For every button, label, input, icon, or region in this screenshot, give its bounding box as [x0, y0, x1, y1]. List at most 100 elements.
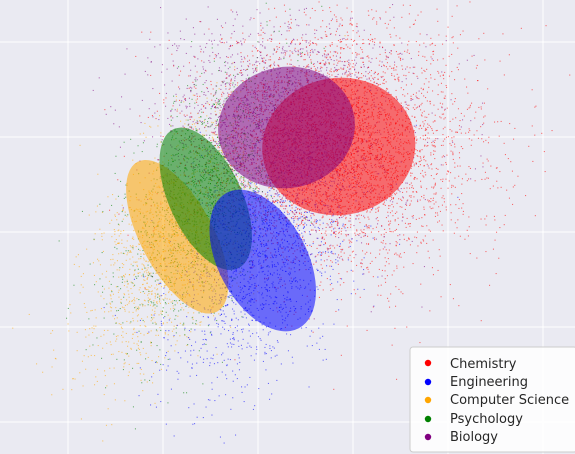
scatter-point — [319, 254, 321, 256]
scatter-point — [92, 332, 94, 334]
scatter-point — [232, 296, 234, 298]
scatter-point — [118, 242, 120, 244]
scatter-point — [254, 188, 256, 190]
scatter-point — [120, 252, 122, 254]
scatter-point — [147, 267, 149, 269]
scatter-point — [147, 294, 149, 296]
scatter-point — [181, 307, 183, 309]
scatter-point — [132, 265, 134, 267]
scatter-point — [221, 151, 223, 153]
scatter-point — [129, 322, 131, 324]
scatter-point — [124, 304, 126, 306]
scatter-point — [112, 315, 114, 317]
scatter-point — [148, 293, 150, 295]
scatter-point — [160, 132, 162, 134]
scatter-point — [242, 328, 244, 330]
scatter-point — [152, 322, 154, 324]
scatter-point — [236, 325, 238, 327]
scatter-point — [176, 108, 178, 110]
scatter-point — [344, 227, 346, 229]
scatter-point — [187, 85, 189, 87]
scatter-point — [261, 324, 263, 326]
scatter-point — [150, 341, 152, 343]
scatter-point — [314, 226, 316, 228]
scatter-point — [164, 302, 166, 304]
scatter-point — [219, 144, 221, 146]
scatter-point — [163, 299, 165, 301]
scatter-point — [70, 312, 72, 314]
scatter-point — [207, 102, 209, 104]
scatter-point — [133, 342, 135, 344]
scatter-point — [150, 342, 152, 344]
scatter-point — [218, 395, 220, 397]
scatter-point — [145, 270, 147, 272]
scatter-point — [290, 334, 292, 336]
scatter-point — [239, 178, 241, 180]
scatter-point — [399, 243, 401, 245]
scatter-point — [253, 191, 255, 193]
scatter-point — [145, 260, 147, 262]
scatter-point — [342, 223, 344, 225]
scatter-point — [235, 303, 237, 305]
scatter-point — [167, 314, 169, 316]
scatter-point — [266, 24, 268, 26]
scatter-point — [233, 170, 235, 172]
scatter-point — [266, 21, 268, 23]
scatter-point — [146, 316, 148, 318]
scatter-point — [101, 273, 103, 275]
scatter-point — [144, 305, 146, 307]
scatter-point — [102, 291, 104, 293]
scatter-point — [151, 293, 153, 295]
scatter-point — [218, 150, 220, 152]
scatter-point — [95, 325, 97, 327]
scatter-point — [186, 304, 188, 306]
scatter-point — [175, 95, 177, 97]
scatter-point — [262, 360, 264, 362]
scatter-point — [212, 95, 214, 97]
scatter-point — [76, 331, 78, 333]
scatter-point — [318, 327, 320, 329]
scatter-point — [93, 238, 95, 240]
scatter-point — [96, 380, 98, 382]
scatter-point — [165, 423, 167, 425]
scatter-point — [144, 267, 146, 269]
scatter-point — [115, 244, 117, 246]
scatter-point — [155, 334, 157, 336]
scatter-point — [268, 332, 270, 334]
scatter-point — [218, 70, 220, 72]
scatter-point — [143, 265, 145, 267]
scatter-point — [277, 202, 279, 204]
scatter-point — [126, 281, 128, 283]
scatter-point — [214, 100, 216, 102]
scatter-point — [167, 402, 169, 404]
scatter-point — [251, 319, 253, 321]
scatter-point — [238, 357, 240, 359]
scatter-point — [114, 262, 116, 264]
scatter-point — [231, 319, 233, 321]
scatter-point — [142, 390, 144, 392]
scatter-point — [158, 162, 160, 164]
scatter-point — [148, 299, 150, 301]
scatter-point — [136, 265, 138, 267]
scatter-point — [162, 322, 164, 324]
scatter-point — [237, 319, 239, 321]
scatter-point — [154, 46, 156, 48]
scatter-point — [78, 266, 80, 268]
scatter-point — [325, 251, 327, 253]
scatter-point — [156, 146, 158, 148]
scatter-point — [245, 317, 247, 319]
scatter-point — [175, 327, 177, 329]
scatter-point — [116, 358, 118, 360]
scatter-point — [232, 370, 234, 372]
scatter-point — [297, 219, 299, 221]
scatter-point — [192, 94, 194, 96]
scatter-point — [132, 320, 134, 322]
scatter-point — [159, 349, 161, 351]
scatter-point — [205, 94, 207, 96]
scatter-point — [190, 90, 192, 92]
scatter-point — [132, 236, 134, 238]
scatter-point — [102, 250, 104, 252]
scatter-point — [114, 318, 116, 320]
scatter-point — [125, 184, 127, 186]
scatter-point — [243, 401, 245, 403]
